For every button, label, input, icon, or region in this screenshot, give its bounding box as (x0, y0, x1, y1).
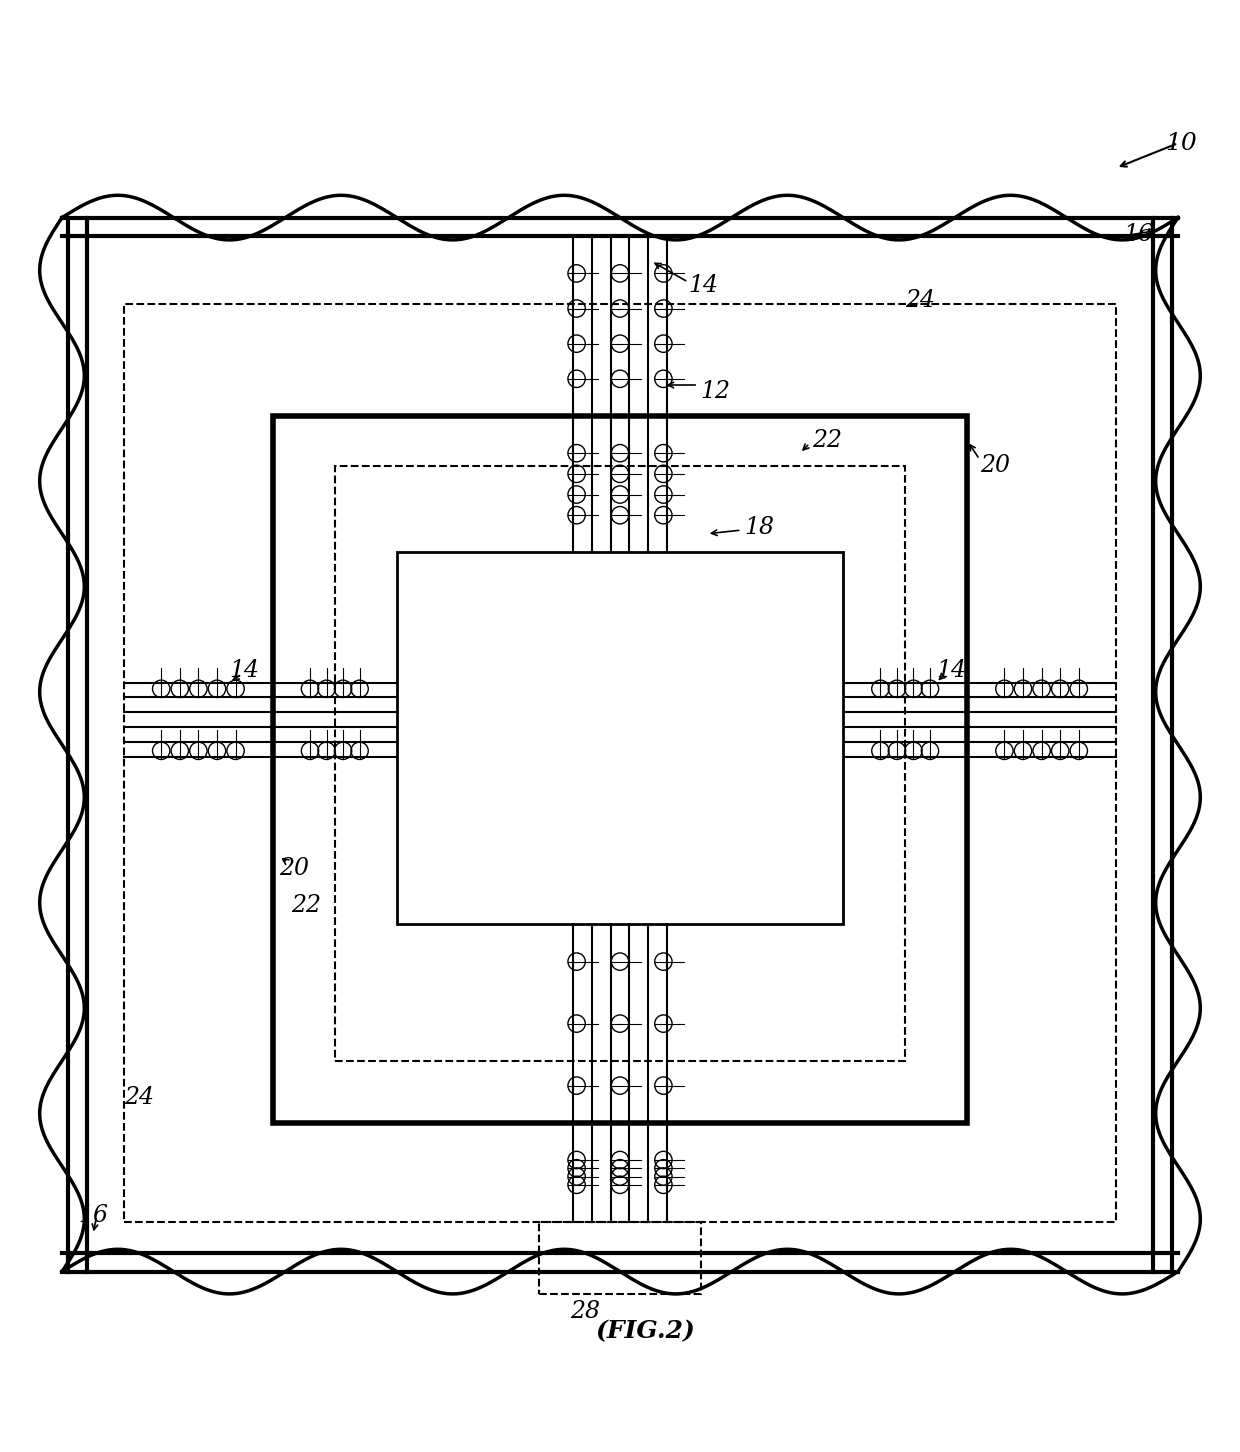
Text: 24: 24 (124, 1086, 154, 1109)
Text: 24: 24 (905, 289, 935, 312)
Text: (FIG.2): (FIG.2) (595, 1318, 696, 1343)
Text: 14: 14 (229, 659, 259, 681)
Text: 10: 10 (1166, 132, 1198, 155)
Text: 14: 14 (936, 659, 966, 681)
Bar (539, 1223, 701, 1294)
Text: 16: 16 (78, 1204, 108, 1227)
Text: 12: 12 (701, 380, 730, 402)
Text: 20: 20 (980, 454, 1009, 478)
Text: 16: 16 (1123, 224, 1153, 247)
Text: 20: 20 (279, 857, 309, 880)
Bar (273, 417, 967, 1122)
Text: 14: 14 (688, 274, 718, 298)
Bar (335, 466, 905, 1061)
Bar (397, 552, 843, 925)
Bar (124, 305, 1116, 1223)
Text: 18: 18 (744, 515, 774, 539)
Text: 28: 28 (570, 1300, 600, 1323)
Text: 18: 18 (465, 802, 495, 825)
Text: 22: 22 (291, 894, 321, 918)
Text: 22: 22 (812, 430, 842, 453)
